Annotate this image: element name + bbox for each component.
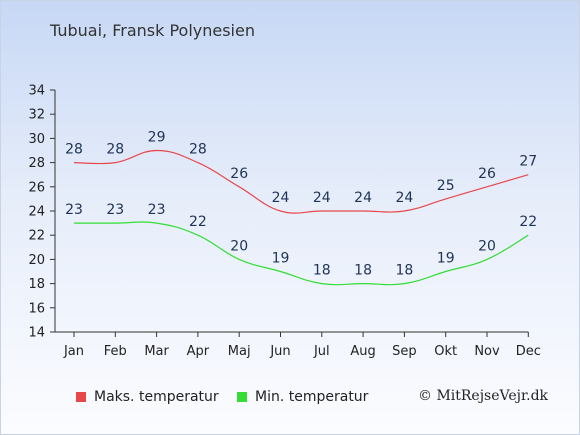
y-tick-label: 26: [28, 180, 45, 195]
data-label-min: 20: [478, 238, 496, 254]
x-tick-label: Feb: [104, 344, 127, 359]
data-label-max: 24: [313, 190, 331, 206]
y-tick-label: 18: [28, 277, 45, 292]
x-tick-label: Okt: [434, 344, 457, 359]
data-label-max: 28: [106, 142, 124, 158]
y-tick-label: 34: [28, 84, 45, 99]
legend-item-max: Maks. temperatur: [76, 389, 219, 405]
x-tick-label: Maj: [228, 344, 251, 359]
data-label-min: 23: [148, 202, 166, 218]
data-label-min: 20: [230, 238, 248, 254]
credit-text: © MitRejseVejr.dk: [418, 388, 549, 404]
data-label-min: 18: [395, 263, 413, 279]
x-tick-label: Jan: [63, 344, 84, 359]
series-line-max: [73, 149, 529, 214]
data-label-min: 19: [437, 251, 455, 267]
data-label-max: 24: [395, 190, 413, 206]
data-label-max: 26: [230, 166, 248, 182]
y-tick-label: 16: [28, 301, 45, 316]
data-label-min: 18: [313, 263, 331, 279]
x-tick-label: Mar: [144, 344, 169, 359]
x-tick-label: Sep: [392, 344, 417, 359]
legend-label-max: Maks. temperatur: [94, 389, 219, 405]
data-label-max: 24: [272, 190, 290, 206]
y-tick-label: 32: [28, 108, 45, 123]
data-label-min: 23: [65, 202, 83, 218]
y-tick-label: 28: [28, 156, 45, 171]
x-tick-label: Apr: [187, 344, 210, 359]
data-label-max: 27: [519, 154, 537, 170]
series-line-min: [73, 221, 529, 286]
x-tick-label: Nov: [474, 344, 500, 359]
legend-swatch-min: [237, 392, 247, 402]
data-label-max: 28: [65, 142, 83, 158]
data-label-min: 19: [272, 251, 290, 267]
data-label-max: 24: [354, 190, 372, 206]
x-tick-label: Jul: [313, 344, 330, 359]
data-label-max: 26: [478, 166, 496, 182]
legend-item-min: Min. temperatur: [237, 389, 368, 405]
y-tick-label: 20: [28, 253, 45, 268]
x-tick-label: Aug: [350, 344, 375, 359]
data-label-max: 28: [189, 142, 207, 158]
data-label-min: 23: [106, 202, 124, 218]
data-label-min: 18: [354, 263, 372, 279]
data-label-min: 22: [519, 214, 537, 230]
y-tick-label: 30: [28, 132, 45, 147]
data-label-max: 29: [148, 130, 166, 146]
x-tick-label: Dec: [516, 344, 541, 359]
y-tick-label: 14: [28, 326, 45, 341]
data-label-max: 25: [437, 178, 455, 194]
y-tick-label: 24: [28, 205, 45, 220]
x-tick-label: Jun: [269, 344, 290, 359]
chart-title: Tubuai, Fransk Polynesien: [50, 21, 255, 40]
y-tick-label: 22: [28, 229, 45, 244]
legend-swatch-max: [76, 392, 86, 402]
legend-label-min: Min. temperatur: [255, 389, 369, 405]
data-label-min: 22: [189, 214, 207, 230]
